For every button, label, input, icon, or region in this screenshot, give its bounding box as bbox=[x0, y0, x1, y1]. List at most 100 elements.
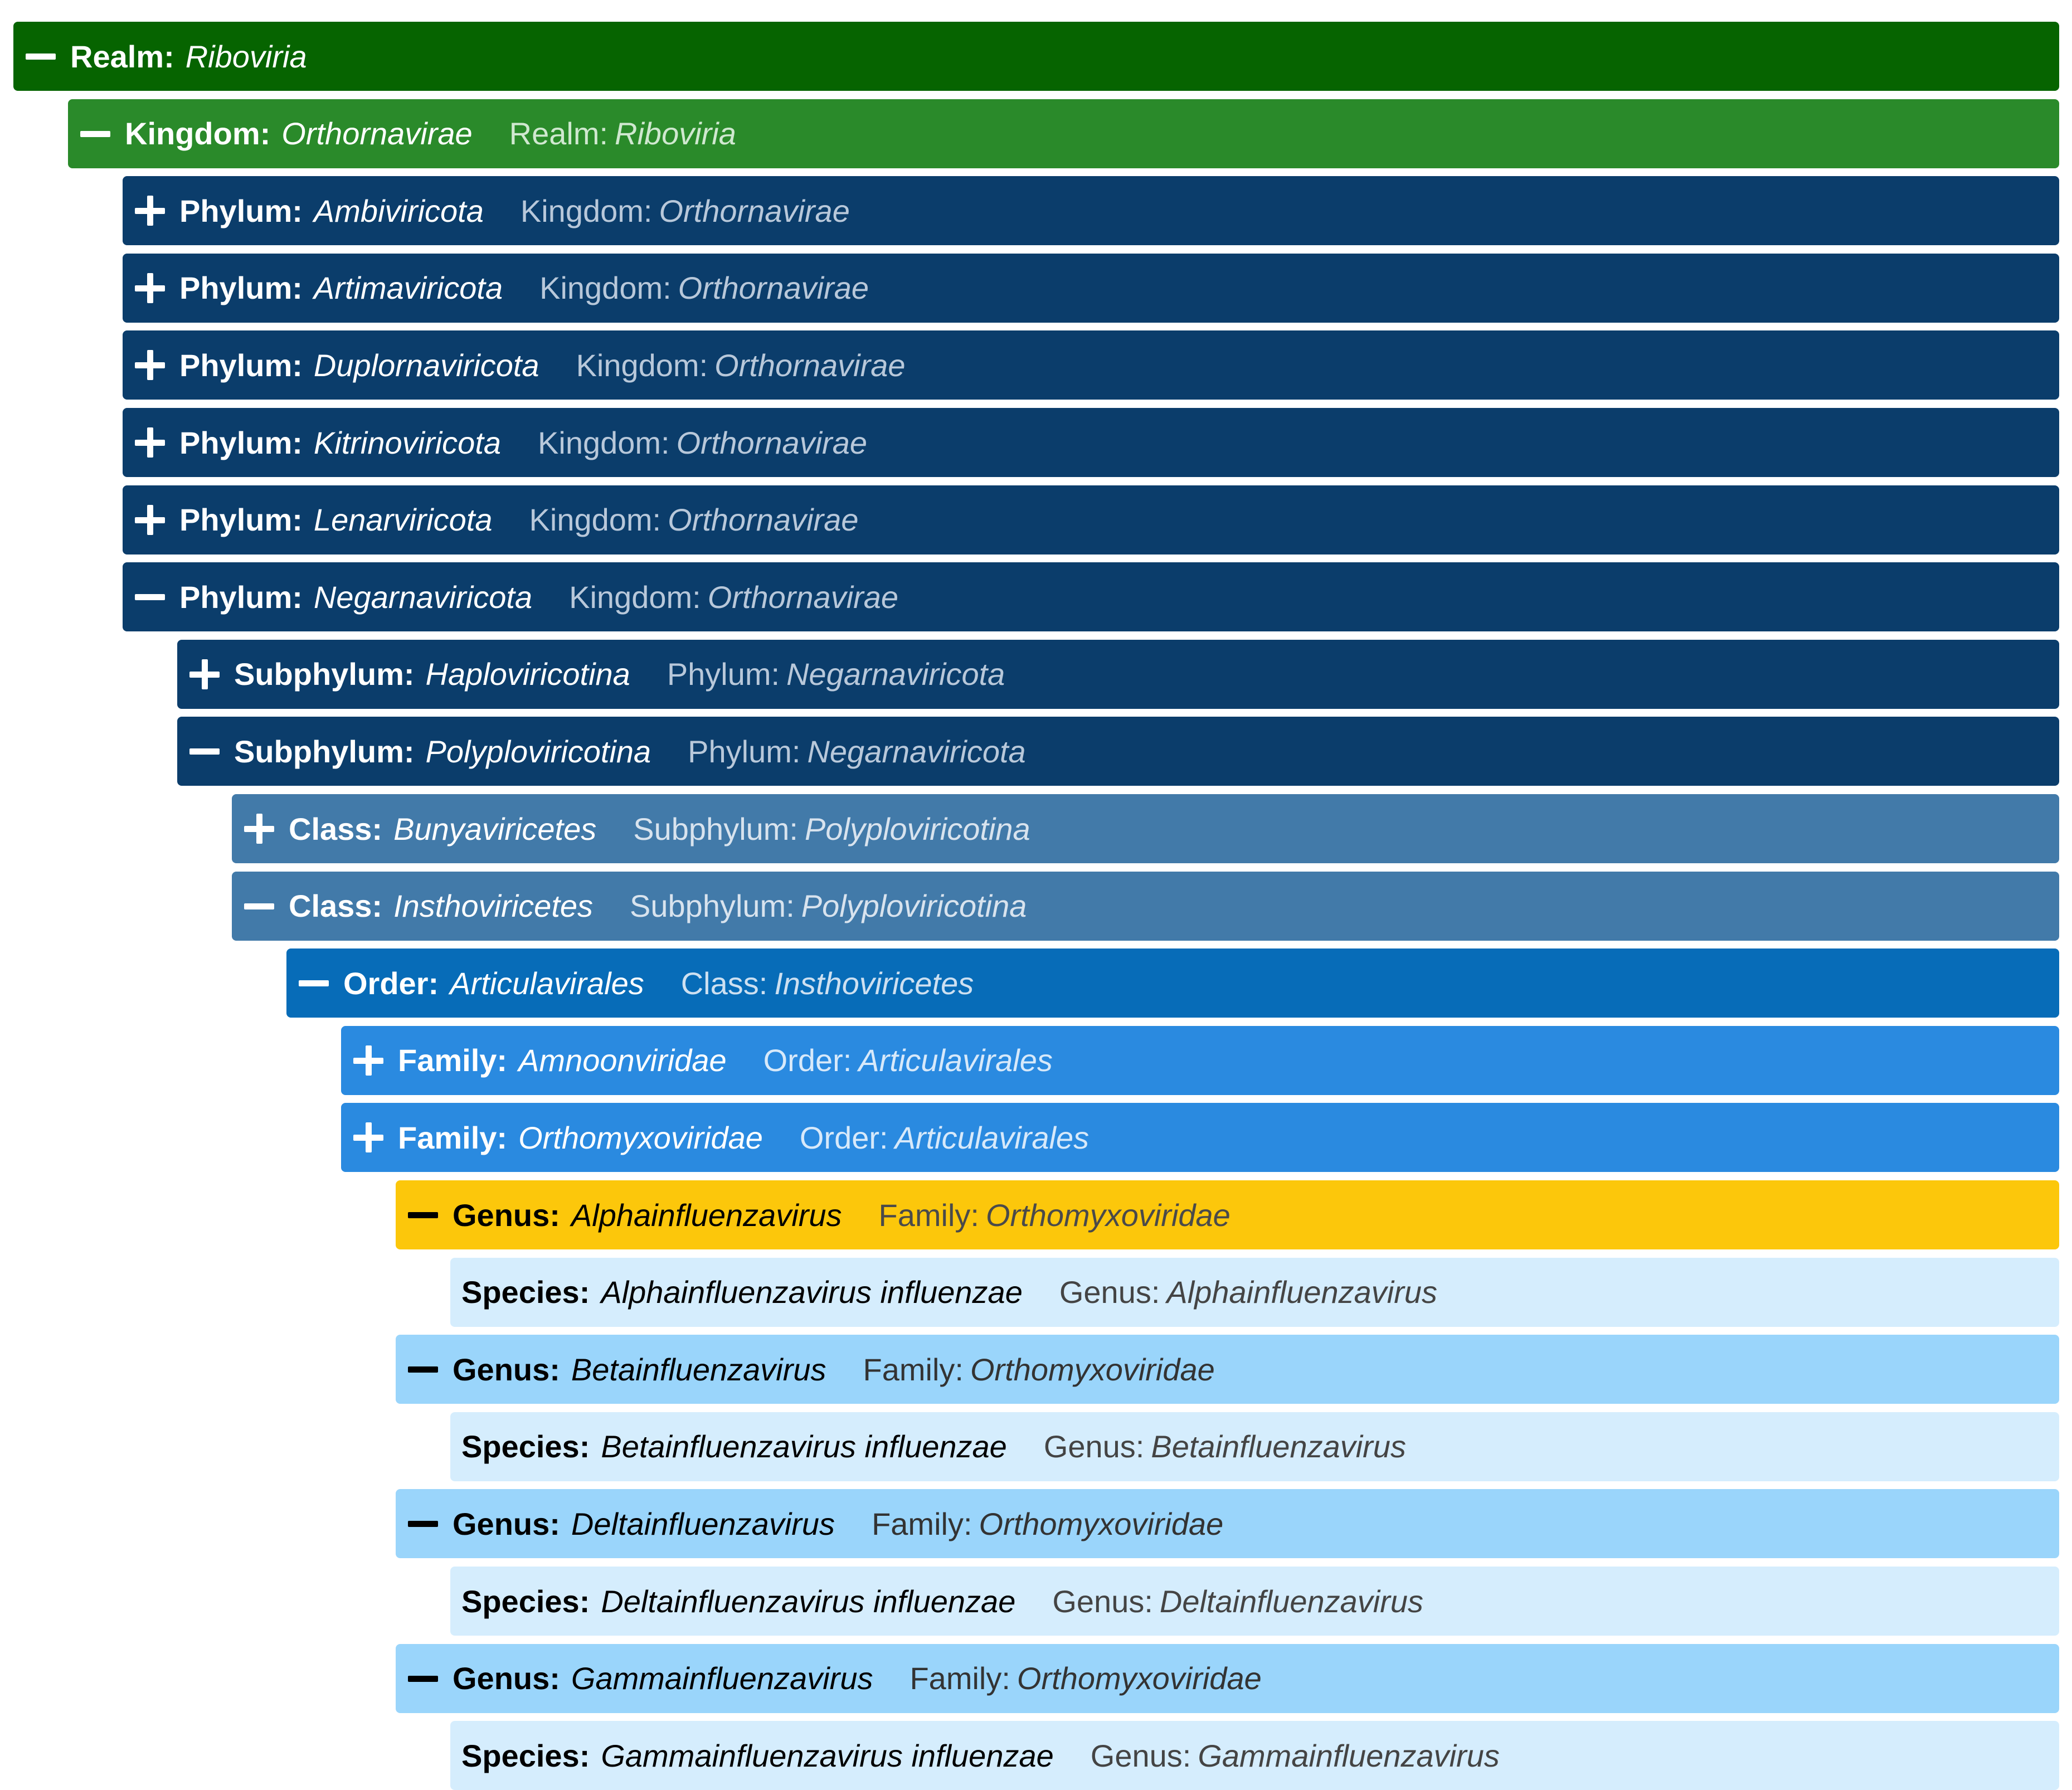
collapse-minus-icon[interactable] bbox=[188, 735, 221, 767]
collapse-minus-icon[interactable] bbox=[25, 40, 57, 72]
parent-taxon-name: Insthoviricetes bbox=[774, 965, 974, 1001]
taxon-name: Ambiviricota bbox=[313, 193, 484, 228]
taxon-name: Amnoonviridae bbox=[518, 1043, 727, 1078]
parent-taxon: Phylum: Negarnaviricota bbox=[688, 733, 1026, 770]
tree-row-species-betainfluenzavirus-influenzae: Species: Betainfluenzavirus influenzae Gen… bbox=[450, 1412, 2059, 1481]
expand-plus-icon[interactable] bbox=[352, 1044, 385, 1077]
rank-label: Genus: bbox=[453, 1661, 560, 1696]
parent-rank-label: Realm: bbox=[509, 116, 609, 152]
expand-plus-icon[interactable] bbox=[352, 1121, 385, 1154]
collapse-minus-icon[interactable] bbox=[407, 1507, 439, 1540]
parent-taxon: Genus: Alphainfluenzavirus bbox=[1059, 1274, 1437, 1310]
tree-row-class-insthoviricetes[interactable]: Class: Insthoviricetes Subphylum: Polyplovi… bbox=[232, 871, 2059, 941]
parent-taxon: Family: Orthomyxoviridae bbox=[872, 1506, 1223, 1542]
tree-row-phylum-negarnaviricota[interactable]: Phylum: Negarnaviricota Kingdom: Orthornavi… bbox=[123, 562, 2059, 632]
tree-row-phylum-artimaviricota[interactable]: Phylum: Artimaviricota Kingdom: Orthornavir… bbox=[123, 253, 2059, 323]
taxon-name: Kitrinoviricota bbox=[313, 425, 502, 460]
collapse-minus-icon[interactable] bbox=[134, 581, 166, 613]
parent-taxon: Genus: Betainfluenzavirus bbox=[1044, 1428, 1406, 1465]
rank-label: Species: bbox=[461, 1738, 590, 1773]
parent-rank-label: Genus: bbox=[1043, 1429, 1145, 1465]
taxon-name: Alphainfluenzavirus bbox=[571, 1197, 842, 1233]
rank-label: Phylum: bbox=[179, 502, 303, 538]
rank-label: Phylum: bbox=[179, 347, 303, 383]
tree-row-phylum-kitrinoviricota[interactable]: Phylum: Kitrinoviricota Kingdom: Orthornavi… bbox=[123, 408, 2059, 477]
parent-taxon: Kingdom: Orthornavirae bbox=[538, 425, 867, 461]
parent-taxon-name: Orthornavirae bbox=[714, 347, 906, 383]
taxon-name: Artimaviricota bbox=[313, 270, 503, 306]
expand-plus-icon[interactable] bbox=[134, 272, 166, 304]
expand-plus-icon[interactable] bbox=[134, 504, 166, 536]
taxon-name: Gammainfluenzavirus influenzae bbox=[601, 1738, 1054, 1773]
collapse-minus-icon[interactable] bbox=[407, 1662, 439, 1695]
tree-row-phylum-ambiviricota[interactable]: Phylum: Ambiviricota Kingdom: Orthornavirae bbox=[123, 176, 2059, 246]
parent-taxon-name: Orthomyxoviridae bbox=[979, 1506, 1224, 1541]
rank-label: Genus: bbox=[453, 1351, 560, 1387]
rank-label: Class: bbox=[289, 888, 383, 924]
tree-row-order-articulavirales[interactable]: Order: Articulavirales Class: Insthoviricet… bbox=[286, 948, 2059, 1018]
tree-row-subphylum-haploviricotina[interactable]: Subphylum: Haploviricotina Phylum: Negarnav… bbox=[177, 639, 2059, 709]
collapse-minus-icon[interactable] bbox=[407, 1353, 439, 1385]
parent-taxon-name: Orthornavirae bbox=[668, 502, 859, 538]
tree-row-subphylum-polyploviricotina[interactable]: Subphylum: Polyploviricotina Phylum: Negarn… bbox=[177, 717, 2059, 786]
rank-label: Kingdom: bbox=[125, 116, 271, 152]
expand-plus-icon[interactable] bbox=[134, 426, 166, 459]
parent-taxon-name: Orthomyxoviridae bbox=[986, 1197, 1230, 1233]
parent-taxon: Kingdom: Orthornavirae bbox=[539, 270, 869, 306]
tree-row-phylum-duplornaviricota[interactable]: Phylum: Duplornaviricota Kingdom: Orthornav… bbox=[123, 330, 2059, 400]
taxon-name: Duplornaviricota bbox=[313, 347, 539, 383]
taxon-name: Deltainfluenzavirus influenzae bbox=[601, 1583, 1016, 1619]
parent-rank-label: Kingdom: bbox=[538, 425, 670, 460]
parent-taxon: Genus: Deltainfluenzavirus bbox=[1052, 1583, 1423, 1619]
parent-taxon-name: Orthornavirae bbox=[659, 193, 850, 228]
collapse-minus-icon[interactable] bbox=[298, 967, 330, 999]
taxon-name: Bunyaviricetes bbox=[393, 811, 597, 847]
tree-row-family-orthomyxoviridae[interactable]: Family: Orthomyxoviridae Order: Articulavir… bbox=[341, 1103, 2059, 1173]
tree-row-genus-alphainfluenzavirus[interactable]: Genus: Alphainfluenzavirus Family: Orthomyx… bbox=[396, 1180, 2059, 1249]
tree-row-class-bunyaviricetes[interactable]: Class: Bunyaviricetes Subphylum: Polyplovir… bbox=[232, 794, 2059, 863]
tree-row-genus-betainfluenzavirus[interactable]: Genus: Betainfluenzavirus Family: Orthomyxo… bbox=[396, 1335, 2059, 1404]
tree-row-genus-gammainfluenzavirus[interactable]: Genus: Gammainfluenzavirus Family: Orthomyx… bbox=[396, 1643, 2059, 1713]
tree-row-phylum-lenarviricota[interactable]: Phylum: Lenarviricota Kingdom: Orthornavira… bbox=[123, 485, 2059, 554]
parent-taxon-name: Deltainfluenzavirus bbox=[1159, 1583, 1424, 1619]
parent-rank-label: Class: bbox=[680, 965, 768, 1001]
rank-label: Family: bbox=[398, 1120, 508, 1155]
expand-plus-icon[interactable] bbox=[134, 349, 166, 381]
parent-taxon-name: Polyploviricotina bbox=[805, 811, 1030, 847]
collapse-minus-icon[interactable] bbox=[407, 1199, 439, 1231]
tree-row-genus-deltainfluenzavirus[interactable]: Genus: Deltainfluenzavirus Family: Orthomyx… bbox=[396, 1489, 2059, 1559]
tree-row-kingdom-orthornavirae[interactable]: Kingdom: Orthornavirae Realm: Riboviria bbox=[68, 99, 2059, 168]
parent-taxon-name: Orthomyxoviridae bbox=[1016, 1661, 1262, 1696]
expand-plus-icon[interactable] bbox=[134, 194, 166, 227]
tree-row-realm-riboviria[interactable]: Realm: Riboviria bbox=[13, 22, 2059, 91]
expand-plus-icon[interactable] bbox=[188, 658, 221, 690]
parent-taxon-name: Articulavirales bbox=[858, 1043, 1053, 1078]
rank-label: Order: bbox=[343, 965, 439, 1001]
tree-row-family-amnoonviridae[interactable]: Family: Amnoonviridae Order: Articulavirale… bbox=[341, 1025, 2059, 1095]
collapse-minus-icon[interactable] bbox=[243, 890, 275, 922]
rank-label: Realm: bbox=[70, 38, 174, 74]
parent-taxon: Kingdom: Orthornavirae bbox=[569, 579, 898, 615]
rank-label: Class: bbox=[289, 811, 383, 847]
parent-rank-label: Genus: bbox=[1052, 1583, 1153, 1619]
parent-rank-label: Family: bbox=[872, 1506, 972, 1541]
parent-taxon-name: Gammainfluenzavirus bbox=[1198, 1738, 1500, 1773]
rank-label: Species: bbox=[461, 1275, 590, 1310]
expand-plus-icon[interactable] bbox=[243, 813, 275, 845]
rank-label: Phylum: bbox=[179, 425, 303, 460]
rank-label: Genus: bbox=[453, 1197, 560, 1233]
parent-rank-label: Order: bbox=[763, 1043, 852, 1078]
collapse-minus-icon[interactable] bbox=[79, 118, 111, 150]
rank-label: Phylum: bbox=[179, 579, 303, 615]
parent-taxon: Order: Articulavirales bbox=[800, 1120, 1089, 1156]
parent-taxon: Realm: Riboviria bbox=[509, 115, 736, 152]
parent-taxon: Class: Insthoviricetes bbox=[681, 965, 974, 1001]
parent-taxon-name: Negarnaviricota bbox=[807, 733, 1026, 769]
parent-rank-label: Subphylum: bbox=[630, 888, 795, 924]
rank-label: Genus: bbox=[453, 1506, 560, 1541]
parent-taxon: Phylum: Negarnaviricota bbox=[667, 656, 1005, 692]
parent-rank-label: Kingdom: bbox=[520, 193, 653, 228]
parent-taxon-name: Orthomyxoviridae bbox=[970, 1351, 1215, 1387]
parent-taxon-name: Alphainfluenzavirus bbox=[1166, 1275, 1438, 1310]
